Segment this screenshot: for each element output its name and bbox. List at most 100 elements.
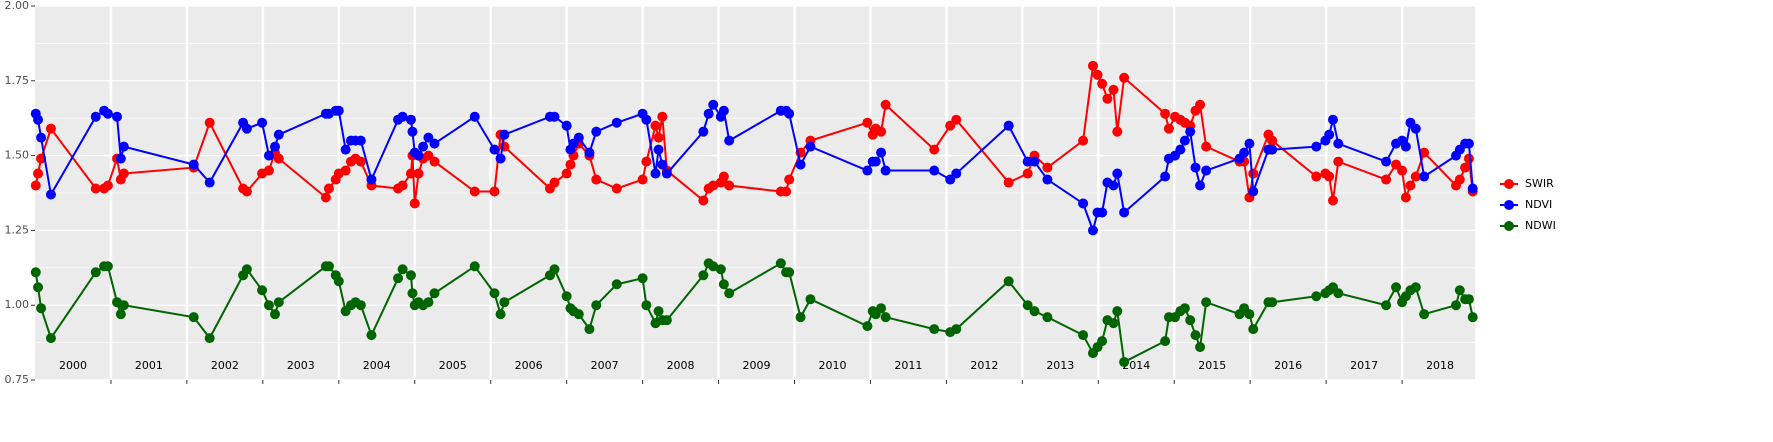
data-point [1003,177,1014,188]
data-point [1097,207,1108,218]
data-point [45,123,56,134]
year-label: 2000 [59,359,87,372]
data-point [573,309,584,320]
data-point [661,315,672,326]
data-point [1381,300,1392,311]
year-label: 2004 [363,359,391,372]
data-point [405,168,416,179]
data-point [1112,126,1123,137]
year-label: 2014 [1122,359,1150,372]
year-label: 2007 [591,359,619,372]
data-point [333,105,344,116]
data-point [1381,174,1392,185]
data-point [929,144,940,155]
data-point [1185,126,1196,137]
data-point [1119,207,1130,218]
data-point [1463,153,1474,164]
data-point [1397,165,1408,176]
data-point [423,297,434,308]
data-point [784,267,795,278]
data-point [1454,174,1465,185]
data-point [611,183,622,194]
data-point [1160,336,1171,347]
data-point [409,198,420,209]
data-point [1112,306,1123,317]
legend-label: SWIR [1525,177,1554,190]
data-point [880,312,891,323]
year-label: 2001 [135,359,163,372]
data-point [1248,186,1259,197]
data-point [1078,330,1089,341]
year-label: 2005 [439,359,467,372]
data-point [708,99,719,110]
data-point [1097,336,1108,347]
data-point [641,300,652,311]
data-point [876,303,887,314]
data-point [650,120,661,131]
data-point [489,186,500,197]
data-point [33,168,44,179]
data-point [1087,60,1098,71]
data-point [584,147,595,158]
data-point [1333,288,1344,299]
data-point [1097,78,1108,89]
data-point [1042,174,1053,185]
data-point [469,261,480,272]
data-point [263,300,274,311]
data-point [257,117,268,128]
year-label: 2008 [667,359,695,372]
data-point [1248,324,1259,335]
data-point [36,132,47,143]
data-point [30,180,41,191]
data-point [469,186,480,197]
data-point [637,174,648,185]
data-point [1119,357,1130,368]
data-point [323,261,334,272]
legend-label: NDWI [1525,219,1556,232]
data-point [366,174,377,185]
data-point [549,264,560,275]
data-point [951,324,962,335]
data-point [715,264,726,275]
data-point [1160,171,1171,182]
data-point [1460,162,1471,173]
data-point [549,111,560,122]
data-point [1029,306,1040,317]
data-point [340,165,351,176]
data-point [591,174,602,185]
data-point [1163,123,1174,134]
data-point [591,300,602,311]
data-point [499,129,510,140]
data-point [611,117,622,128]
data-point [270,141,280,152]
data-point [1381,156,1392,167]
data-point [1410,171,1421,182]
data-point [1092,69,1103,80]
data-point [90,267,101,278]
data-point [45,333,56,344]
data-point [499,141,510,152]
year-label: 2012 [970,359,998,372]
data-point [1160,108,1171,119]
data-point [718,279,729,290]
data-point [650,168,661,179]
data-point [657,111,668,122]
data-point [1324,129,1335,140]
data-point [1311,291,1322,302]
data-point [1324,171,1335,182]
data-point [489,288,500,299]
year-label: 2016 [1274,359,1302,372]
data-point [102,261,113,272]
data-point [1239,147,1250,158]
data-point [876,126,887,137]
data-point [469,111,480,122]
data-point [1201,165,1212,176]
data-point [429,138,440,149]
data-point [880,99,891,110]
data-point [591,126,602,137]
data-point [204,333,215,344]
data-point [561,120,572,131]
data-point [407,288,418,299]
y-tick-label: 1.50 [5,149,30,162]
data-point [418,141,429,152]
